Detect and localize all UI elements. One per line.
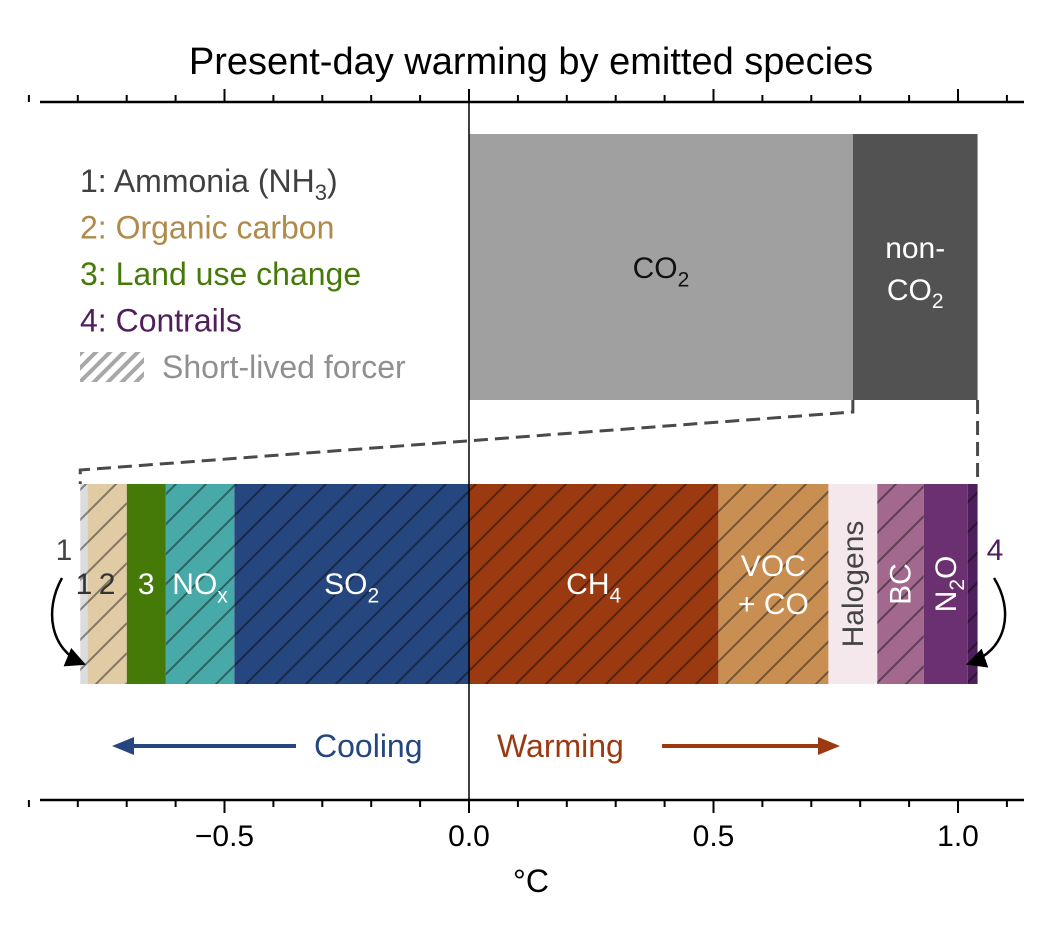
bar-label-voc-line2: + CO <box>738 588 809 621</box>
bar-label-orgc: 2 <box>99 568 116 601</box>
bar-so2-hatch <box>234 484 469 684</box>
legend-item-text: 3: Land use change <box>80 256 361 292</box>
total-label-non-co2-sub: 2 <box>932 290 944 313</box>
total-bar-non-co2 <box>852 134 978 400</box>
bar-bc-hatch <box>877 484 924 684</box>
bar-label-bc-text: BC <box>885 563 918 605</box>
total-bar-co2 <box>469 134 853 400</box>
x-tick-label: 0.5 <box>693 820 735 853</box>
warming-arrowhead-icon <box>818 737 840 755</box>
bar-voc-hatch <box>718 484 829 684</box>
bar-label-n2o: N2O <box>930 556 969 613</box>
bar-label-n2o-text: N <box>930 591 963 613</box>
bar-label-voc-line1: VOC <box>741 550 806 583</box>
warming-annotation: Warming <box>497 728 840 764</box>
callout-right-label: 4 <box>987 534 1004 567</box>
legend-item-sub: 3 <box>315 180 327 205</box>
total-label-non-co2-line1: non- <box>885 232 945 265</box>
legend-hatch-swatch <box>80 352 144 382</box>
total-label-non-co2-text: CO <box>887 274 932 307</box>
bar-label-nh3: 1 <box>76 568 93 601</box>
callout-right: 4 <box>966 534 1007 668</box>
bar-halogens <box>828 484 878 684</box>
bar-label-nox-sub: x <box>217 584 228 607</box>
bar-label-landuse: 3 <box>138 568 155 601</box>
bar-label-nox-text: NO <box>172 568 217 601</box>
bar-label-orgc-text: 2 <box>99 568 116 601</box>
bar-label-halogens-text: Halogens <box>837 521 870 648</box>
axis-ticks: −0.5 0.0 0.5 1.0 <box>27 89 1008 853</box>
legend-item-0: 1: Ammonia (NH3) <box>80 163 338 205</box>
bar-label-nh3-text: 1 <box>76 568 93 601</box>
total-label-non-co2-line2: CO2 <box>887 274 944 313</box>
callout-left: 1 <box>50 534 86 667</box>
legend-item-text: 4: Contrails <box>80 303 242 339</box>
legend-item-post: ) <box>327 163 338 199</box>
bar-label-so2: SO2 <box>324 568 379 607</box>
bar-label-ch4-text: CH <box>566 568 609 601</box>
x-axis-label: °C <box>513 863 549 899</box>
bar-orgc-hatch <box>87 484 127 684</box>
total-label-co2-sub: 2 <box>678 268 690 291</box>
legend-item-text: 2: Organic carbon <box>80 210 334 246</box>
x-tick-label: 1.0 <box>937 820 979 853</box>
chart-title: Present-day warming by emitted species <box>189 41 873 83</box>
connector-left <box>78 400 855 484</box>
bar-label-ch4: CH4 <box>566 568 621 607</box>
x-tick-label: 0.0 <box>448 820 490 853</box>
bar-label-n2o-post: O <box>930 556 963 579</box>
bar-label-so2-sub: 2 <box>367 584 379 607</box>
bar-label-halogens: Halogens <box>837 521 870 648</box>
cooling-arrowhead-icon <box>112 737 134 755</box>
bar-segments <box>80 134 978 684</box>
bar-label-landuse-text: 3 <box>138 568 155 601</box>
legend-item-text: 1: Ammonia (NH <box>80 163 315 199</box>
bar-label-ch4-sub: 4 <box>610 584 622 607</box>
bar-label-nox: NOx <box>172 568 228 607</box>
legend-item-2: 3: Land use change <box>80 256 361 292</box>
legend-item-4: Short-lived forcer <box>162 349 406 385</box>
warming-label: Warming <box>497 728 624 764</box>
bar-label-n2o-sub: 2 <box>946 579 969 591</box>
bar-contrails-hatch <box>967 484 978 684</box>
bar-nh3-hatch <box>80 484 88 684</box>
bar-label-bc: BC <box>885 563 918 605</box>
legend-item-3: 4: Contrails <box>80 303 242 339</box>
bar-label-so2-text: SO <box>324 568 367 601</box>
cooling-label: Cooling <box>314 728 423 764</box>
bar-nox-hatch <box>165 484 235 684</box>
legend-item-1: 2: Organic carbon <box>80 210 334 246</box>
callout-left-label: 1 <box>56 534 73 567</box>
legend: 1: Ammonia (NH3) 2: Organic carbon 3: Land… <box>80 163 406 385</box>
total-label-co2-text: CO <box>633 252 678 285</box>
zoom-connector-lines <box>78 400 980 484</box>
total-label-co2: CO2 <box>633 252 690 291</box>
bar-n2o <box>923 484 968 684</box>
bar-landuse <box>126 484 166 684</box>
callout-left-arrow-icon <box>50 577 86 667</box>
bar-ch4-hatch <box>469 484 719 684</box>
x-tick-label: −0.5 <box>195 820 254 853</box>
callout-right-arrow-icon <box>966 577 1007 668</box>
cooling-annotation: Cooling <box>112 728 423 764</box>
